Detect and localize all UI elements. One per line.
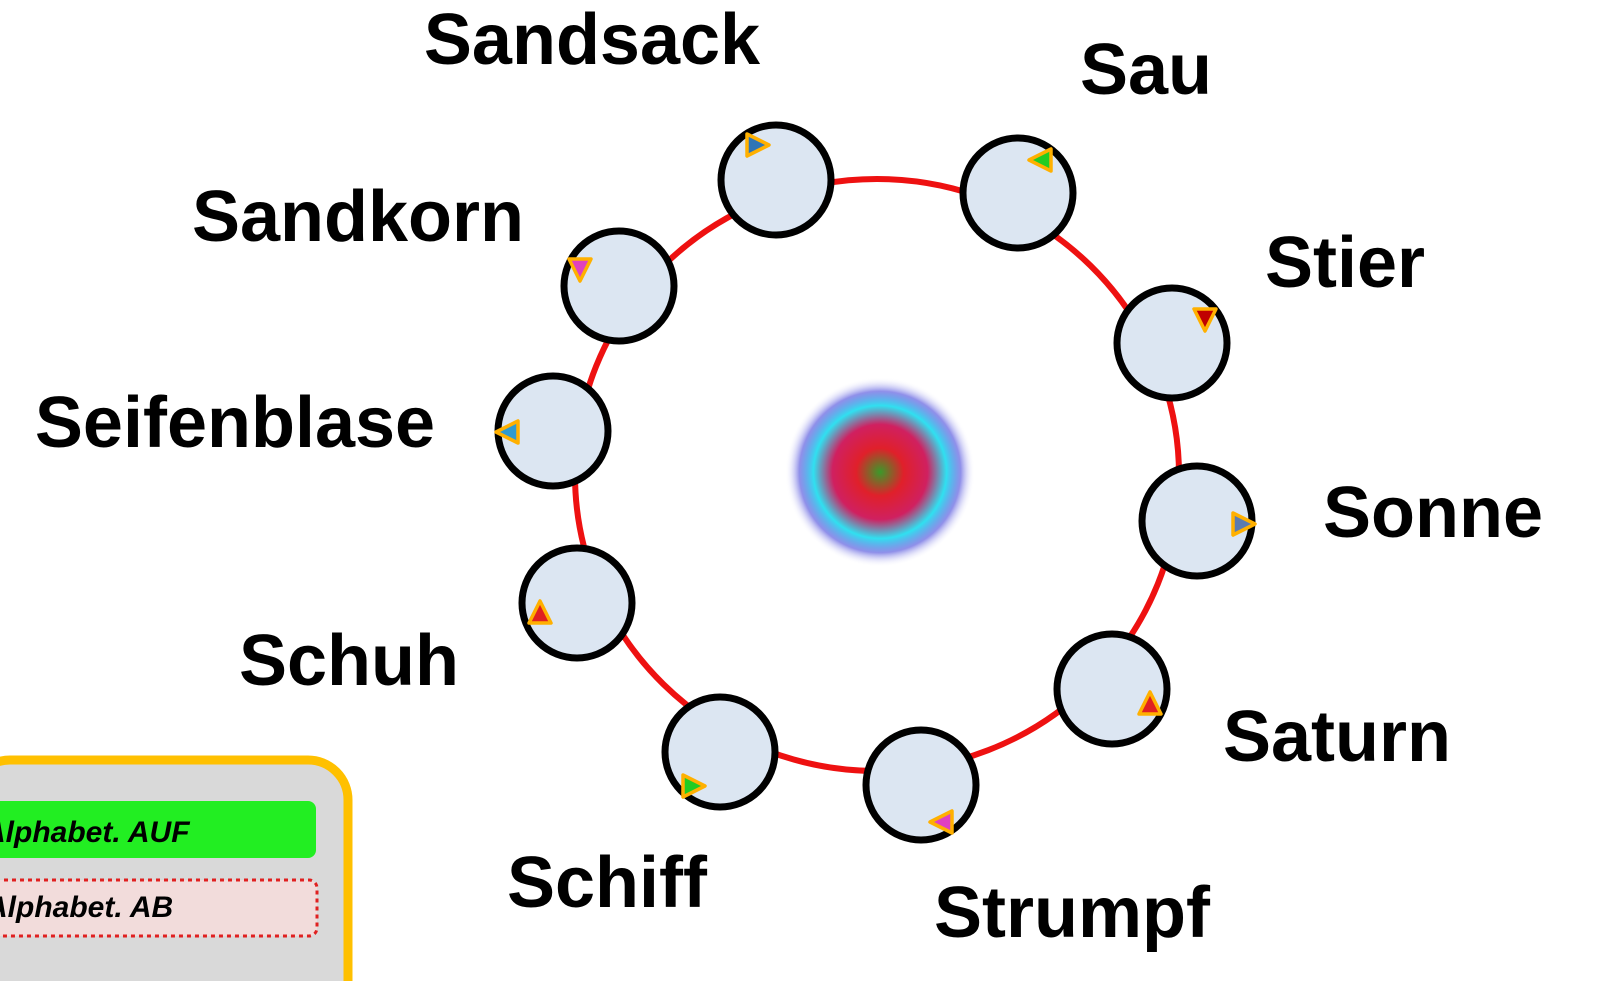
word-node (1113, 284, 1231, 402)
word-label: Schuh (239, 621, 459, 701)
word-node (717, 121, 835, 239)
direction-marker (1192, 307, 1218, 333)
word-node (862, 726, 980, 844)
word-node (1053, 630, 1171, 748)
word-label: Sandsack (424, 0, 761, 80)
direction-marker (928, 809, 954, 835)
direction-marker (1231, 511, 1257, 537)
button-down[interactable] (0, 878, 319, 938)
button-down-label[interactable]: Alphabet. AB (0, 891, 173, 924)
direction-marker (527, 599, 553, 625)
word-label: Stier (1265, 223, 1425, 303)
direction-marker (567, 257, 593, 283)
direction-marker (494, 419, 520, 445)
direction-marker (1027, 147, 1053, 173)
control-panel: Alphabet. AUF Alphabet. AB (0, 755, 353, 981)
word-label: Sau (1080, 30, 1212, 110)
word-label: Schiff (507, 843, 708, 923)
direction-marker (681, 773, 707, 799)
word-node (518, 544, 636, 662)
button-up[interactable] (0, 801, 316, 858)
direction-marker (1137, 690, 1163, 716)
word-node (959, 134, 1077, 252)
direction-marker (745, 132, 771, 158)
word-label: Saturn (1223, 697, 1451, 777)
center-image (785, 377, 975, 567)
word-label: Sandkorn (192, 177, 524, 257)
word-label: Sonne (1323, 473, 1543, 553)
word-label: Strumpf (934, 873, 1211, 953)
button-up-label[interactable]: Alphabet. AUF (0, 816, 190, 849)
word-node (560, 227, 678, 345)
word-label: Seifenblase (35, 383, 435, 463)
